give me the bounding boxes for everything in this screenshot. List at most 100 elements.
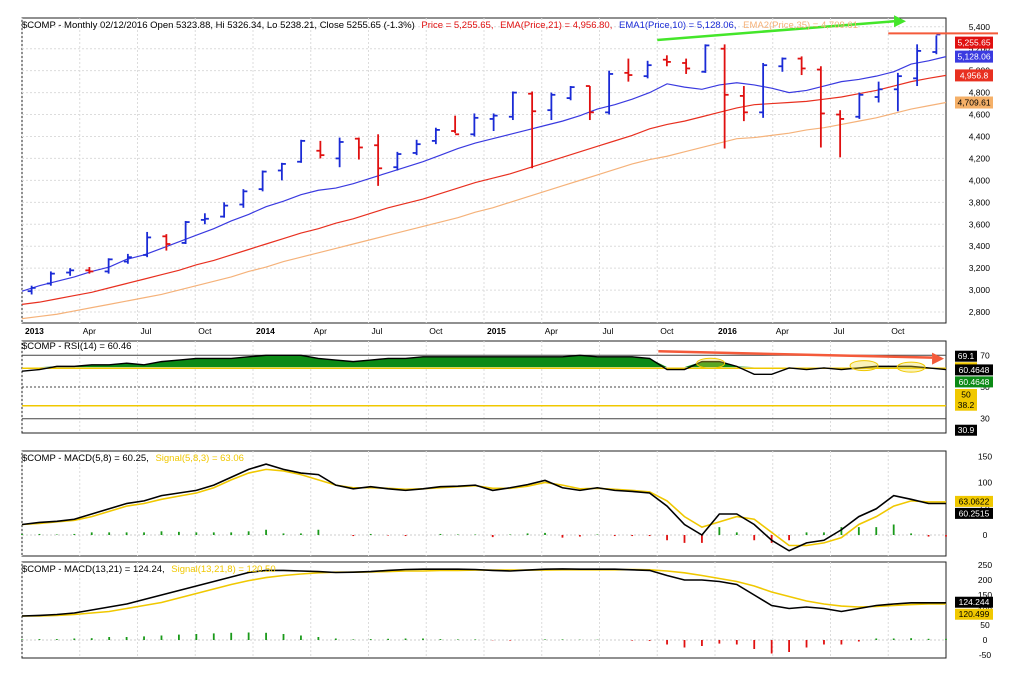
svg-text:$COMP - MACD(5,8) = 60.25,: $COMP - MACD(5,8) = 60.25, Signal(5,8,3)…	[22, 453, 244, 464]
macd2-signal-header: Signal(13,21,8) = 120.50	[171, 564, 275, 575]
svg-text:$COMP - Monthly 02/12/2016 Ope: $COMP - Monthly 02/12/2016 Open 5323.88,…	[22, 20, 858, 31]
macd2-y-tick: 200	[978, 575, 992, 585]
macd2-y-tick: 50	[980, 620, 990, 630]
rsi-highlight-ellipse	[696, 357, 726, 369]
macd1-value-tag	[955, 507, 993, 519]
price-value-tag-text: 5,255.65	[957, 38, 990, 48]
x-tick-label: Jul	[834, 326, 845, 336]
x-tick-label: Oct	[660, 326, 674, 336]
price-value-tag	[955, 50, 993, 63]
rsi-value-tag-text: 60.4648	[959, 377, 990, 387]
price-y-tick: 3,400	[969, 241, 991, 251]
rsi-value-tag	[955, 424, 977, 436]
price-y-tick: 2,800	[969, 307, 991, 317]
macd1-y-tick: 0	[983, 530, 988, 540]
x-tick-label: Oct	[198, 326, 212, 336]
x-tick-label: Apr	[314, 326, 327, 336]
price-y-tick: 3,200	[969, 263, 991, 273]
rsi-value-tag	[955, 350, 977, 362]
price-header-value: Price = 5,255.65,	[421, 20, 493, 31]
axis-layer: 2013 Apr Jul Oct 2014 Apr Jul Oct 2015 Apr Jul Oct 2…	[25, 22, 993, 660]
macd2-value-tag-text: 124.244	[959, 597, 990, 607]
x-tick-label: 2015	[487, 326, 506, 336]
svg-text:$COMP - MACD(13,21) = 124.24,: $COMP - MACD(13,21) = 124.24, Signal(13,…	[22, 564, 276, 575]
ema21-line	[21, 74, 947, 305]
price-y-tick: 5,200	[969, 44, 991, 54]
ema10-header: EMA1(Price,10) = 5,128.06,	[619, 20, 737, 31]
price-y-tick: 4,000	[969, 175, 991, 185]
price-value-tag	[955, 36, 993, 49]
rsi-value-tag	[955, 376, 993, 388]
price-panel-header: $COMP - Monthly 02/12/2016 Open 5323.88,…	[22, 20, 415, 31]
macd2-value-tag	[955, 596, 993, 608]
price-y-tick: 3,600	[969, 219, 991, 229]
rsi-y-tick: 70	[980, 350, 990, 360]
macd1-value-tag-text: 60.2515	[959, 508, 990, 518]
ema21-header: EMA(Price,21) = 4,956.80,	[500, 20, 612, 31]
x-tick-label: Oct	[429, 326, 443, 336]
ema35-header: EMA2(Price,35) = 4,709.61	[743, 20, 858, 31]
x-tick-label: Jul	[372, 326, 383, 336]
macd2-y-tick: 250	[978, 560, 992, 570]
rsi-line	[21, 354, 947, 376]
macd1-signal-header: Signal(5,8,3) = 63.06	[155, 453, 243, 464]
rsi-highlight-ellipse	[896, 361, 926, 373]
rsi-value-tag	[955, 399, 977, 411]
macd1-macd-line	[21, 463, 946, 552]
x-tick-label: Apr	[545, 326, 558, 336]
rsi-value-tag-text: 50	[961, 390, 971, 400]
price-value-tag-text: 4,709.61	[957, 98, 990, 108]
price-trend-arrowhead	[894, 15, 907, 28]
macd1-value-tag	[955, 495, 993, 507]
x-tick-label: Jul	[141, 326, 152, 336]
series-layer	[21, 15, 998, 654]
price-trend-arrow	[657, 20, 895, 42]
macd1-panel-header: $COMP - MACD(5,8) = 60.25,	[22, 453, 149, 464]
price-y-tick: 4,600	[969, 110, 991, 120]
x-tick-label: Apr	[83, 326, 96, 336]
x-tick-label: 2016	[718, 326, 737, 336]
x-tick-label: 2014	[256, 326, 275, 336]
price-value-tag	[955, 96, 993, 109]
x-tick-label: Apr	[776, 326, 789, 336]
macd1-y-tick: 150	[978, 451, 992, 461]
price-value-tag	[955, 69, 993, 82]
price-y-tick: 3,800	[969, 197, 991, 207]
ema10-line	[21, 56, 947, 292]
x-tick-label: 2013	[25, 326, 44, 336]
price-y-tick: 5,400	[969, 22, 991, 32]
rsi-y-tick: 30	[980, 414, 990, 424]
price-y-tick: 4,400	[969, 131, 991, 141]
macd2-macd-line	[21, 568, 946, 617]
ema35-line	[21, 101, 947, 320]
macd2-y-tick: -50	[979, 650, 992, 660]
rsi-panel-header: $COMP - RSI(14) = 60.46	[22, 341, 131, 352]
price-y-tick: 4,200	[969, 153, 991, 163]
rsi-value-tag-text: 69.1	[958, 351, 975, 361]
macd2-y-tick: 0	[983, 635, 988, 645]
rsi-trend-arrowhead	[932, 352, 945, 365]
grid-layer	[21, 17, 947, 659]
price-y-tick: 3,000	[969, 285, 991, 295]
x-tick-label: Oct	[891, 326, 905, 336]
rsi-value-tag-text: 38.2	[958, 400, 975, 410]
price-value-tag-text: 5,128.06	[957, 52, 990, 62]
rsi-value-tag	[955, 389, 977, 400]
price-value-tag-text: 4,956.8	[960, 70, 989, 80]
rsi-value-tag-text: 30.9	[958, 425, 975, 435]
macd2-panel-header: $COMP - MACD(13,21) = 124.24,	[22, 564, 165, 575]
price-y-tick: 4,800	[969, 88, 991, 98]
rsi-value-tag	[955, 364, 993, 376]
rsi-value-tag-text: 60.4648	[959, 365, 990, 375]
x-tick-label: Jul	[603, 326, 614, 336]
macd1-y-tick: 100	[978, 478, 992, 488]
macd1-value-tag-text: 63.0622	[959, 496, 990, 506]
rsi-highlight-ellipse	[849, 360, 879, 372]
macd2-value-tag-text: 120.499	[959, 609, 990, 619]
rsi-trend-arrow	[658, 350, 933, 359]
rsi-overbought-fill	[22, 355, 946, 368]
macd2-y-tick: 150	[978, 590, 992, 600]
macd2-value-tag	[955, 608, 993, 620]
